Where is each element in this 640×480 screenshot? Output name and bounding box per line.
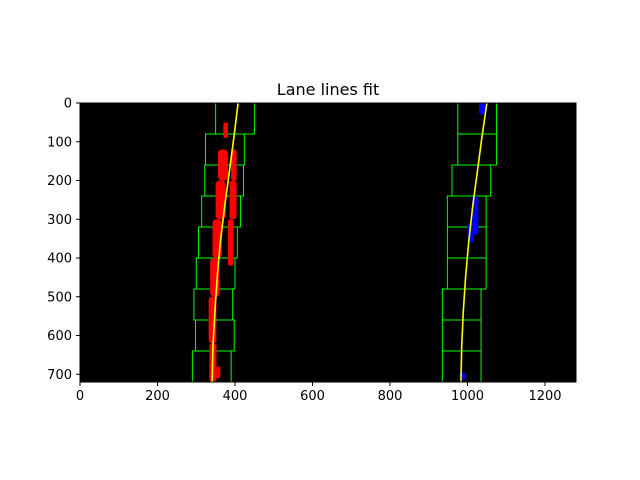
x-tick-label-1000: 1000 [451,389,484,404]
image-background [80,103,576,382]
y-tick-label-300: 300 [47,213,72,228]
axes: 0 200 400 600 800 1000 1200 0 100 200 300 400 500 600… [47,97,577,404]
left-lane-pixel-blob-10 [216,366,221,379]
right-fit-line [460,102,488,383]
right-lane-pixel-blob-2 [479,103,486,115]
right-lane-pixel-blob-3 [458,372,466,381]
y-tick-label-0: 0 [64,97,72,112]
x-tick-label-800: 800 [378,389,403,404]
left-lane-pixel-blob-6 [228,219,234,266]
y-tick-label-100: 100 [47,135,72,150]
chart-title: Lane lines fit [277,80,379,99]
x-tick-label-600: 600 [300,389,325,404]
right-lane-pixel-blob-0 [472,196,479,235]
y-tick-label-400: 400 [47,252,72,267]
left-lane-pixel-blob-8 [231,149,237,181]
y-tick-label-700: 700 [47,368,72,383]
x-tick-label-0: 0 [76,389,84,404]
left-lane-pixel-blob-4 [215,180,226,220]
y-tick-label-600: 600 [47,329,72,344]
left-lane-pixel-blob-7 [229,180,237,220]
left-fit-line [211,102,239,383]
x-tick-label-200: 200 [145,389,170,404]
y-tick-label-200: 200 [47,174,72,189]
left-lane-pixel-blob-9 [223,122,229,138]
axes-frame [79,102,577,383]
fit-lines [211,102,488,383]
y-tick-label-500: 500 [47,290,72,305]
x-tick-label-1200: 1200 [528,389,561,404]
x-tick-label-400: 400 [223,389,248,404]
left-lane-pixel-blob-5 [217,149,229,181]
